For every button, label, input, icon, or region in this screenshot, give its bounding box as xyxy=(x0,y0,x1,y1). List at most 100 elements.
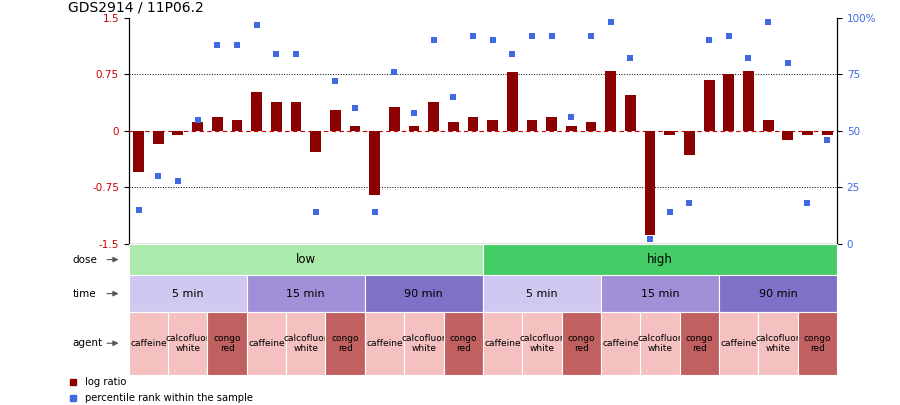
Text: time: time xyxy=(72,289,96,298)
Bar xyxy=(310,131,321,152)
Bar xyxy=(664,131,675,135)
Text: 5 min: 5 min xyxy=(172,289,203,298)
Point xyxy=(427,37,441,44)
Point xyxy=(171,177,185,184)
Bar xyxy=(684,131,695,155)
Bar xyxy=(291,102,302,131)
Point xyxy=(367,209,382,215)
Bar xyxy=(802,131,813,135)
Point xyxy=(544,33,559,39)
Point xyxy=(780,60,795,66)
Text: high: high xyxy=(647,253,673,266)
Text: caffeine: caffeine xyxy=(248,339,284,348)
Bar xyxy=(369,131,380,195)
Text: caffeine: caffeine xyxy=(720,339,757,348)
Bar xyxy=(782,131,793,140)
Text: 90 min: 90 min xyxy=(404,289,443,298)
Bar xyxy=(330,110,341,131)
Point xyxy=(407,109,421,116)
Point xyxy=(505,51,519,57)
Point xyxy=(760,19,775,26)
Point xyxy=(742,55,756,62)
Text: caffeine: caffeine xyxy=(602,339,639,348)
Point xyxy=(485,37,500,44)
Point xyxy=(800,200,814,207)
Text: caffeine: caffeine xyxy=(130,339,166,348)
Bar xyxy=(526,119,537,131)
Bar xyxy=(468,117,479,131)
Bar xyxy=(428,102,439,131)
Point xyxy=(604,19,618,26)
Text: caffeine: caffeine xyxy=(366,339,403,348)
Text: calcofluor
white: calcofluor white xyxy=(166,334,210,353)
Bar xyxy=(507,72,517,131)
Point xyxy=(230,42,244,48)
Point xyxy=(328,78,343,84)
Bar xyxy=(566,126,577,131)
Text: 15 min: 15 min xyxy=(641,289,680,298)
Bar xyxy=(743,70,754,131)
Text: calcofluor
white: calcofluor white xyxy=(284,334,328,353)
Text: calcofluor
white: calcofluor white xyxy=(756,334,800,353)
Bar xyxy=(231,119,242,131)
Text: GDS2914 / 11P06.2: GDS2914 / 11P06.2 xyxy=(68,0,203,14)
Text: log ratio: log ratio xyxy=(85,377,126,387)
Point xyxy=(249,21,264,28)
Text: calcofluor
white: calcofluor white xyxy=(519,334,564,353)
Bar xyxy=(644,131,655,235)
Bar xyxy=(389,107,400,131)
Bar xyxy=(487,119,498,131)
Bar xyxy=(251,92,262,131)
Text: congo
red: congo red xyxy=(568,334,595,353)
Text: congo
red: congo red xyxy=(804,334,831,353)
Point xyxy=(623,55,637,62)
Point xyxy=(564,114,579,121)
Point xyxy=(643,236,657,243)
Text: caffeine: caffeine xyxy=(484,339,521,348)
Bar xyxy=(153,131,164,144)
Text: 15 min: 15 min xyxy=(286,289,325,298)
Point xyxy=(151,173,166,179)
Bar xyxy=(193,122,203,131)
Text: calcofluor
white: calcofluor white xyxy=(638,334,682,353)
Point xyxy=(466,33,481,39)
Bar xyxy=(271,102,282,131)
Text: congo
red: congo red xyxy=(686,334,713,353)
Point xyxy=(269,51,284,57)
Point xyxy=(289,51,303,57)
Point xyxy=(347,105,362,111)
Point xyxy=(584,33,598,39)
Bar xyxy=(212,117,222,131)
Bar xyxy=(133,131,144,172)
Bar xyxy=(546,117,557,131)
Point xyxy=(387,69,401,75)
Point xyxy=(722,33,736,39)
Point xyxy=(131,207,146,213)
Text: percentile rank within the sample: percentile rank within the sample xyxy=(85,393,253,403)
Text: congo
red: congo red xyxy=(213,334,241,353)
Bar xyxy=(173,131,184,134)
Bar xyxy=(822,131,832,135)
Bar xyxy=(704,80,715,131)
Text: congo
red: congo red xyxy=(449,334,477,353)
Point xyxy=(662,209,677,215)
Point xyxy=(309,209,323,215)
Text: 5 min: 5 min xyxy=(526,289,558,298)
Bar xyxy=(724,75,734,131)
Text: low: low xyxy=(296,253,316,266)
Point xyxy=(446,94,461,100)
Bar xyxy=(625,95,635,131)
Point xyxy=(191,116,205,123)
Text: congo
red: congo red xyxy=(331,334,359,353)
Point xyxy=(210,42,224,48)
Bar xyxy=(349,126,360,131)
Bar xyxy=(606,70,616,131)
Text: agent: agent xyxy=(72,338,103,348)
Bar xyxy=(762,119,773,131)
Point xyxy=(682,200,697,207)
Text: calcofluor
white: calcofluor white xyxy=(401,334,446,353)
Point xyxy=(525,33,539,39)
Text: dose: dose xyxy=(72,255,97,264)
Bar xyxy=(448,122,459,131)
Bar xyxy=(409,126,419,131)
